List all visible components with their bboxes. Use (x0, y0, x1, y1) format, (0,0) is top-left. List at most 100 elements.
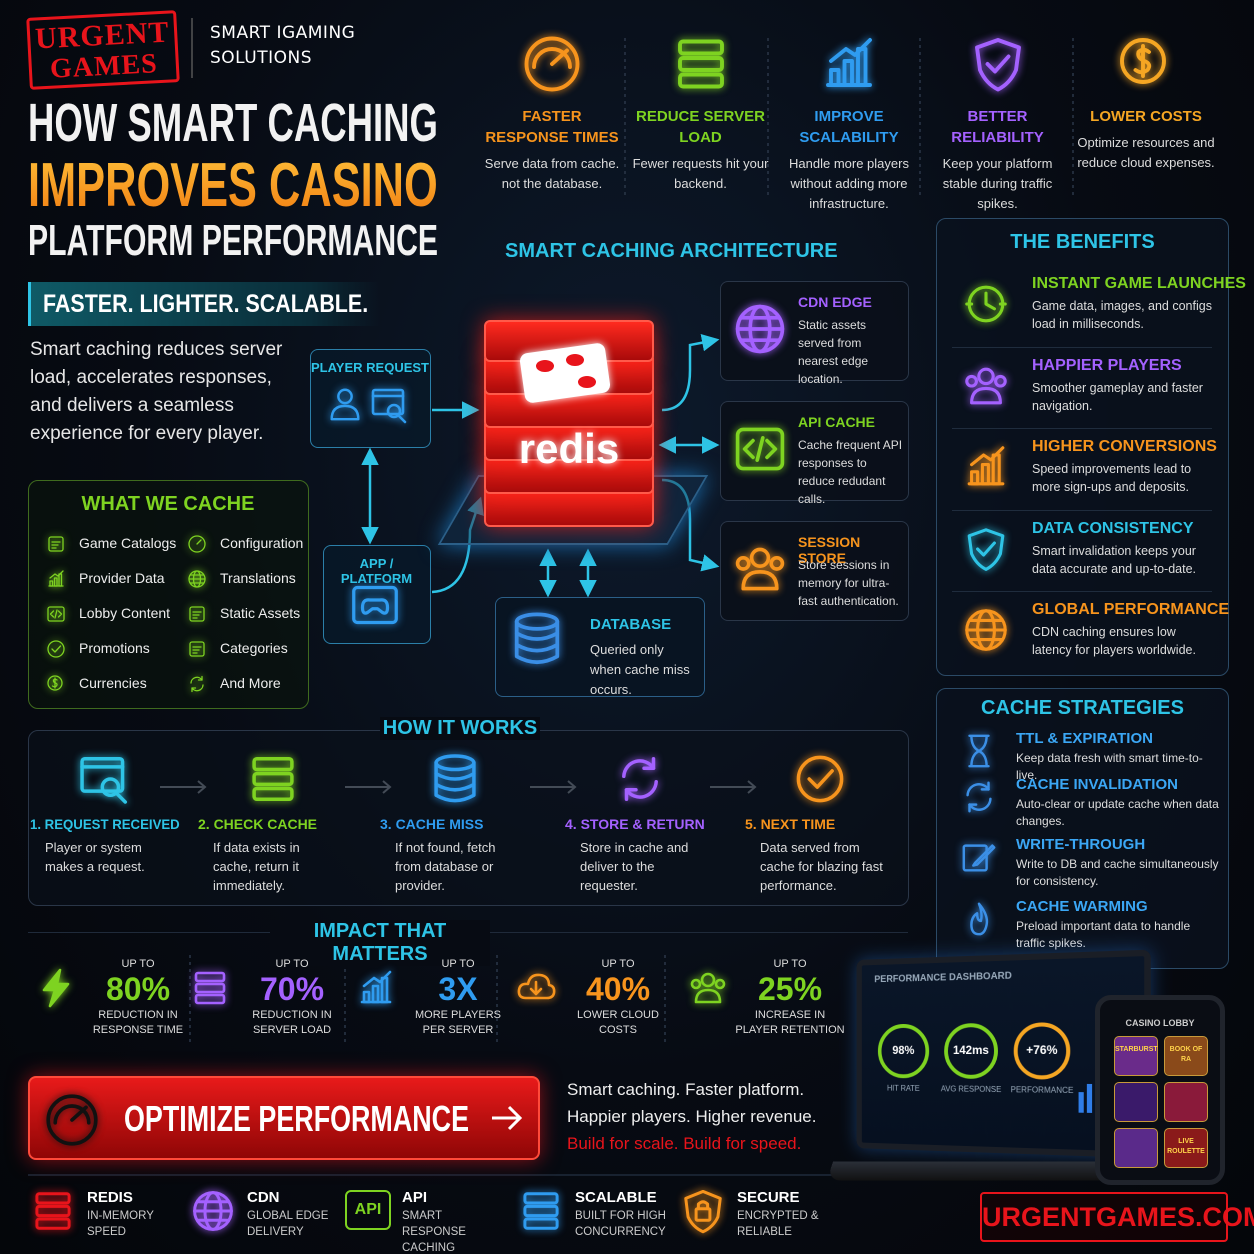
panel-title: THE BENEFITS (1010, 231, 1155, 253)
icon (352, 585, 398, 625)
cta-icon (46, 1094, 98, 1146)
feature-title: LOWER COSTS (1090, 108, 1202, 125)
bar (1086, 1083, 1093, 1113)
impact-prefix: UP TO (773, 958, 807, 970)
badge-sub: BUILT FOR HIGH CONCURRENCY (575, 1210, 666, 1238)
benefit-title: INSTANT GAME LAUNCHES (1032, 275, 1246, 292)
arrows (361, 334, 720, 598)
benefit-text: Smoother gameplay and faster navigation. (1032, 380, 1203, 413)
impact-icon (194, 971, 226, 1005)
feature: REDUCE SERVER LOAD Fewer requests hit you… (629, 106, 773, 194)
game-tile (1114, 1128, 1158, 1168)
strategy-text: Write to DB and cache simultaneously for… (1016, 857, 1219, 888)
cta-line: Happier players. Higher revenue. (567, 1107, 817, 1126)
impact-label: REDUCTION IN RESPONSE TIME (92, 1009, 184, 1036)
benefit-icon (967, 527, 1005, 571)
feature-text: Handle more players without adding more … (789, 156, 909, 211)
panel-title: CACHE STRATEGIES (981, 697, 1184, 719)
metric: +76% (1013, 1022, 1071, 1080)
feature-text: Serve data from cache. not the database. (484, 156, 620, 191)
metric-value: 98% (892, 1043, 915, 1057)
badge-title: SECURE (737, 1189, 800, 1206)
player-request-box: PLAYER REQUEST (310, 349, 431, 448)
step-title: 4. STORE & RETURN (565, 816, 705, 832)
badge-title: SCALABLE (575, 1189, 657, 1206)
slogan-band: FASTER. LIGHTER. SCALABLE. (28, 282, 380, 326)
metric-value: +76% (1026, 1042, 1058, 1058)
phone-title: CASINO LOBBY (1125, 1018, 1195, 1028)
feature-icon (1120, 38, 1166, 84)
redis-logo-dot (536, 360, 554, 372)
dashboard-title: PERFORMANCE DASHBOARD (874, 970, 1012, 986)
app-box: APP / PLATFORM (323, 545, 431, 644)
node-title: CDN EDGE (798, 294, 872, 310)
section-title: SMART CACHING ARCHITECTURE (505, 240, 838, 262)
benefit-title: HAPPIER PLAYERS (1032, 356, 1182, 374)
game-name: STARBURST (1115, 1046, 1158, 1053)
impact-value: 70% (259, 971, 325, 1007)
step-icon (622, 756, 658, 802)
metric-label: PERFORMANCE (1010, 1085, 1074, 1096)
cache-node: SESSION STORE Store sessions in memory fo… (720, 521, 909, 621)
feature: IMPROVE SCALABILITY Handle more players w… (777, 106, 921, 214)
node-text: Cache frequent API responses to reduce r… (798, 438, 903, 506)
node-title: DATABASE (590, 616, 672, 633)
impact-prefix: UP TO (121, 958, 155, 970)
strategy-title: CACHE WARMING (1016, 898, 1148, 915)
strategy-title: TTL & EXPIRATION (1016, 730, 1153, 747)
feature-dividers (189, 38, 1074, 1045)
impact-label: REDUCTION IN SERVER LOAD (252, 1009, 332, 1036)
panel-title: WHAT WE CACHE (81, 493, 255, 515)
strategy-text: Auto-clear or update cache when data cha… (1016, 797, 1219, 828)
impact-label: LOWER CLOUD COSTS (577, 1009, 659, 1036)
metric-label: AVG RESPONSE (940, 1084, 1002, 1095)
cache-item-icon (48, 536, 64, 552)
icon (735, 304, 785, 354)
impact-value: 3X (438, 971, 478, 1007)
strategy-text: Keep data fresh with smart time-to-live. (1016, 751, 1203, 782)
benefit-text: CDN caching ensures low latency for play… (1032, 625, 1196, 657)
website[interactable]: URGENTGAMES.COM (980, 1192, 1254, 1242)
benefit-title: DATA CONSISTENCY (1032, 519, 1194, 537)
badge-sub: SMART RESPONSE CACHING (402, 1210, 466, 1254)
feature-icon (524, 36, 580, 92)
cache-item: Static Assets (220, 605, 301, 621)
intro: Smart caching reduces server load, accel… (30, 339, 283, 444)
node-label: APP / PLATFORM (340, 556, 413, 586)
feature-text: Keep your platform stable during traffic… (942, 156, 1053, 211)
arrow (661, 334, 720, 412)
badge-title: API (402, 1189, 428, 1206)
what-we-cache-panel: WHAT WE CACHE (28, 480, 309, 709)
benefit-title: GLOBAL PERFORMANCE (1032, 601, 1230, 618)
benefit-icon (965, 367, 1007, 404)
headline: IMPROVES CASINO (28, 151, 438, 220)
impact-prefix: UP TO (441, 958, 475, 970)
benefit-text: Speed improvements lead to more sign-ups… (1032, 462, 1192, 494)
game-tile (1164, 1082, 1208, 1122)
icon (735, 427, 785, 471)
feature-title: REDUCE SERVER LOAD (636, 108, 765, 146)
icon (514, 612, 560, 665)
brand-line: GAMES (49, 48, 159, 85)
cache-item-icon (189, 641, 205, 657)
game-tile: BOOK OF RA (1164, 1036, 1208, 1076)
icon (371, 388, 407, 424)
node-title: SESSION STORE (798, 534, 861, 566)
benefit-text: Smart invalidation keeps your data accur… (1032, 543, 1197, 576)
badge-title: REDIS (87, 1189, 133, 1206)
cache-item: And More (220, 675, 281, 691)
step-icon (80, 756, 128, 804)
badge-title: CDN (247, 1189, 280, 1206)
step-title: 3. CACHE MISS (380, 816, 484, 832)
headline: HOW SMART CACHING (28, 93, 438, 153)
step-icon (252, 756, 294, 802)
headline: PLATFORM PERFORMANCE (28, 216, 439, 265)
impact-value: 80% (105, 971, 171, 1007)
impact-item: UP TO 25% INCREASE IN PLAYER RETENTION (720, 958, 860, 1038)
impact-icon (42, 968, 70, 1008)
step-text: If not found, fetch from database or pro… (395, 840, 496, 893)
metric-value: 142ms (952, 1043, 989, 1057)
benefit-text: Game data, images, and configs load in m… (1032, 299, 1212, 331)
cta-button[interactable]: OPTIMIZE PERFORMANCE (28, 1076, 540, 1160)
